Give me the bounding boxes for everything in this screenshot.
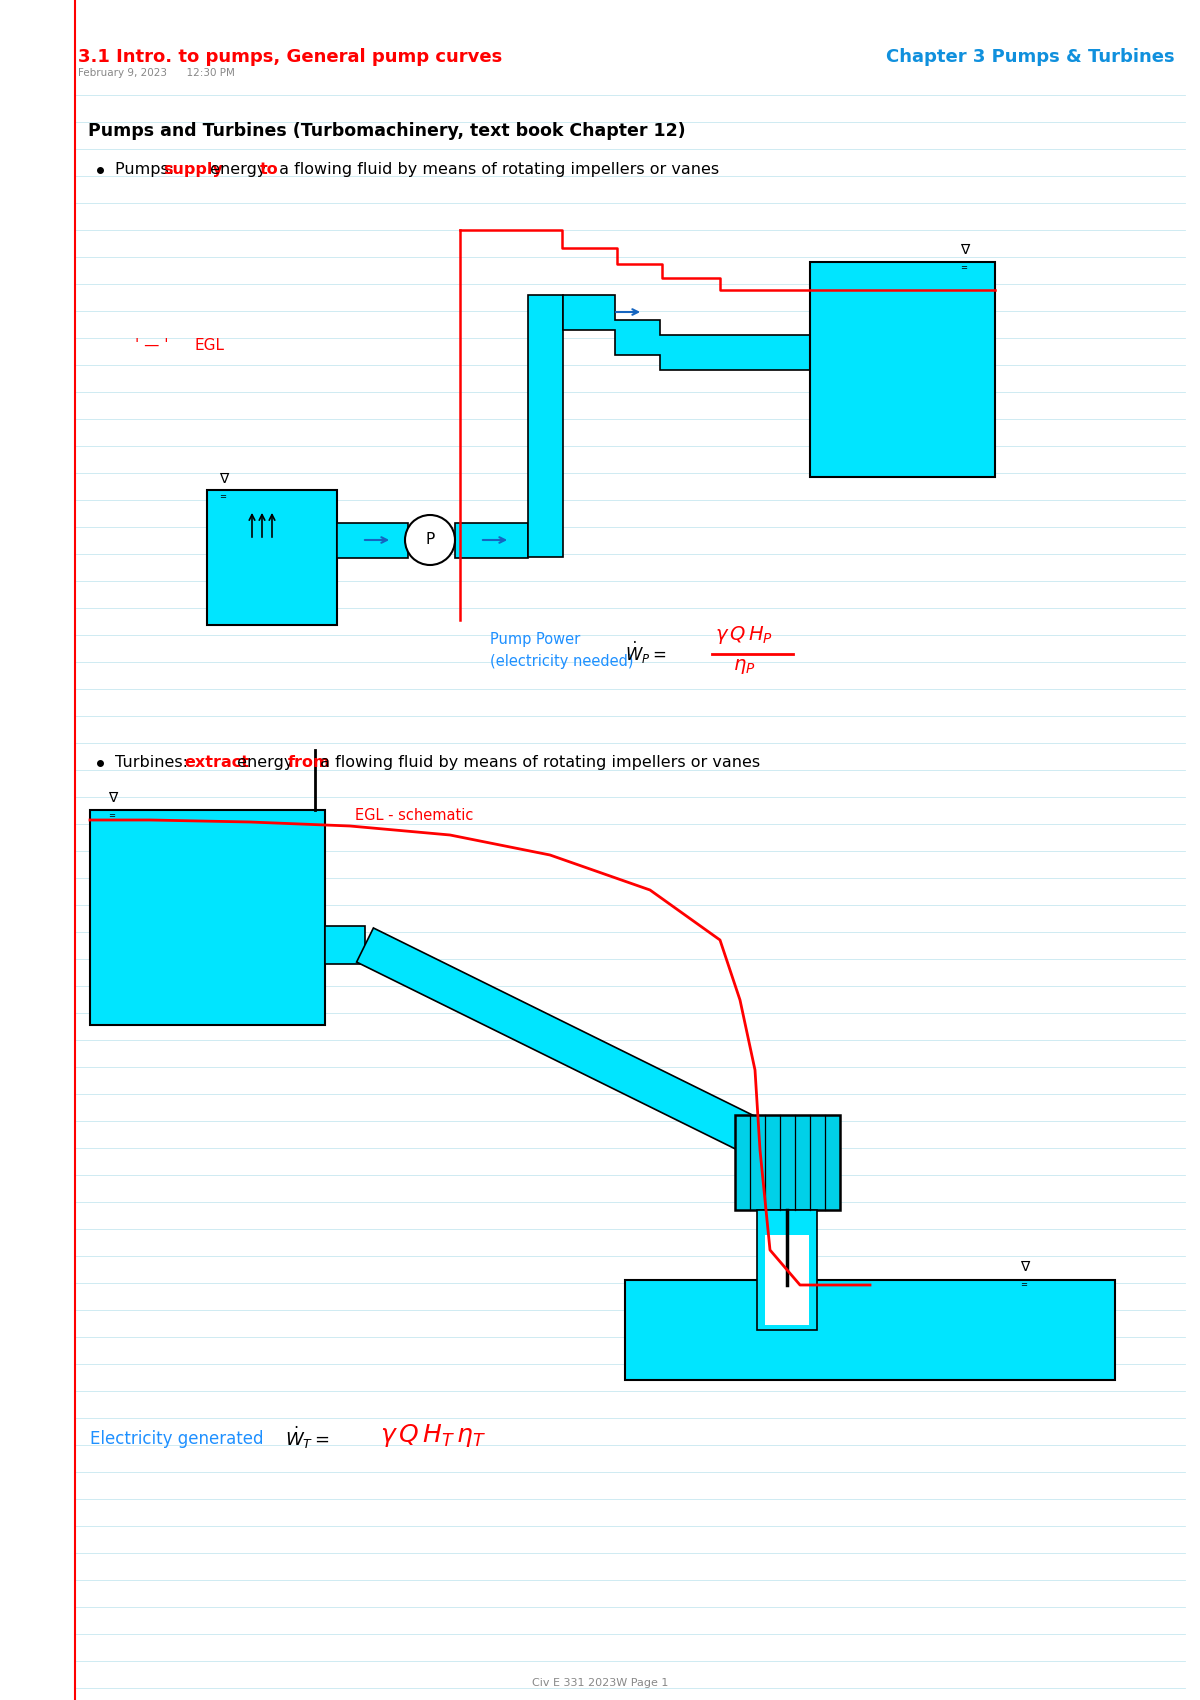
Text: =: = <box>1020 1280 1027 1289</box>
Polygon shape <box>356 928 758 1153</box>
Text: energy: energy <box>205 162 271 177</box>
Text: EGL: EGL <box>194 338 226 354</box>
Bar <box>325 927 365 964</box>
Text: supply: supply <box>163 162 223 177</box>
Text: from: from <box>288 755 330 770</box>
Text: a flowing fluid by means of rotating impellers or vanes: a flowing fluid by means of rotating imp… <box>316 755 761 770</box>
Text: ∇: ∇ <box>1020 1260 1030 1273</box>
Text: Electricity generated: Electricity generated <box>90 1430 264 1448</box>
Text: =: = <box>220 491 226 501</box>
Bar <box>528 296 563 558</box>
Text: $\gamma \, Q \, H_P$: $\gamma \, Q \, H_P$ <box>715 624 773 646</box>
Text: to: to <box>260 162 278 177</box>
Bar <box>757 1210 817 1329</box>
Text: $\dot{W}_P =$: $\dot{W}_P =$ <box>625 639 666 666</box>
Text: energy: energy <box>233 755 299 770</box>
Text: Civ E 331 2023W Page 1: Civ E 331 2023W Page 1 <box>532 1678 668 1688</box>
Text: Turbines:: Turbines: <box>115 755 193 770</box>
Text: a flowing fluid by means of rotating impellers or vanes: a flowing fluid by means of rotating imp… <box>274 162 719 177</box>
Text: Chapter 3 Pumps & Turbines: Chapter 3 Pumps & Turbines <box>887 48 1175 66</box>
Bar <box>208 490 337 626</box>
Circle shape <box>406 515 455 564</box>
Bar <box>734 1115 840 1210</box>
Text: $\gamma \, Q \, H_T \, \eta_T$: $\gamma \, Q \, H_T \, \eta_T$ <box>380 1421 486 1448</box>
Text: P: P <box>425 532 434 547</box>
Text: =: = <box>108 811 115 819</box>
Text: =: = <box>960 264 967 272</box>
Text: (electricity needed): (electricity needed) <box>490 654 634 670</box>
Text: ∇: ∇ <box>108 790 118 806</box>
Text: Pumps:: Pumps: <box>115 162 179 177</box>
Text: ∇: ∇ <box>220 473 228 486</box>
Text: extract: extract <box>184 755 250 770</box>
Text: February 9, 2023      12:30 PM: February 9, 2023 12:30 PM <box>78 68 235 78</box>
Bar <box>90 809 325 1025</box>
Text: $\dot{W}_T =$: $\dot{W}_T =$ <box>286 1425 330 1452</box>
Text: Pump Power: Pump Power <box>490 632 581 648</box>
Text: 3.1 Intro. to pumps, General pump curves: 3.1 Intro. to pumps, General pump curves <box>78 48 503 66</box>
Bar <box>766 1234 809 1324</box>
Bar <box>455 524 528 558</box>
Polygon shape <box>563 296 810 371</box>
Bar <box>810 262 995 478</box>
Text: $\eta_P$: $\eta_P$ <box>733 656 756 677</box>
Bar <box>337 524 408 558</box>
Bar <box>625 1280 1115 1380</box>
Text: Pumps and Turbines (Turbomachinery, text book Chapter 12): Pumps and Turbines (Turbomachinery, text… <box>88 122 685 139</box>
Text: ' — ': ' — ' <box>134 338 168 354</box>
Text: ∇: ∇ <box>960 243 970 257</box>
Text: EGL - schematic: EGL - schematic <box>355 808 473 823</box>
